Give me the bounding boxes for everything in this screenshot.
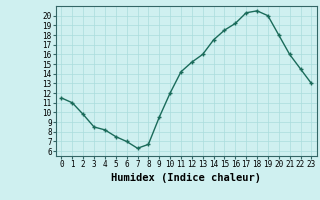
X-axis label: Humidex (Indice chaleur): Humidex (Indice chaleur) <box>111 173 261 183</box>
